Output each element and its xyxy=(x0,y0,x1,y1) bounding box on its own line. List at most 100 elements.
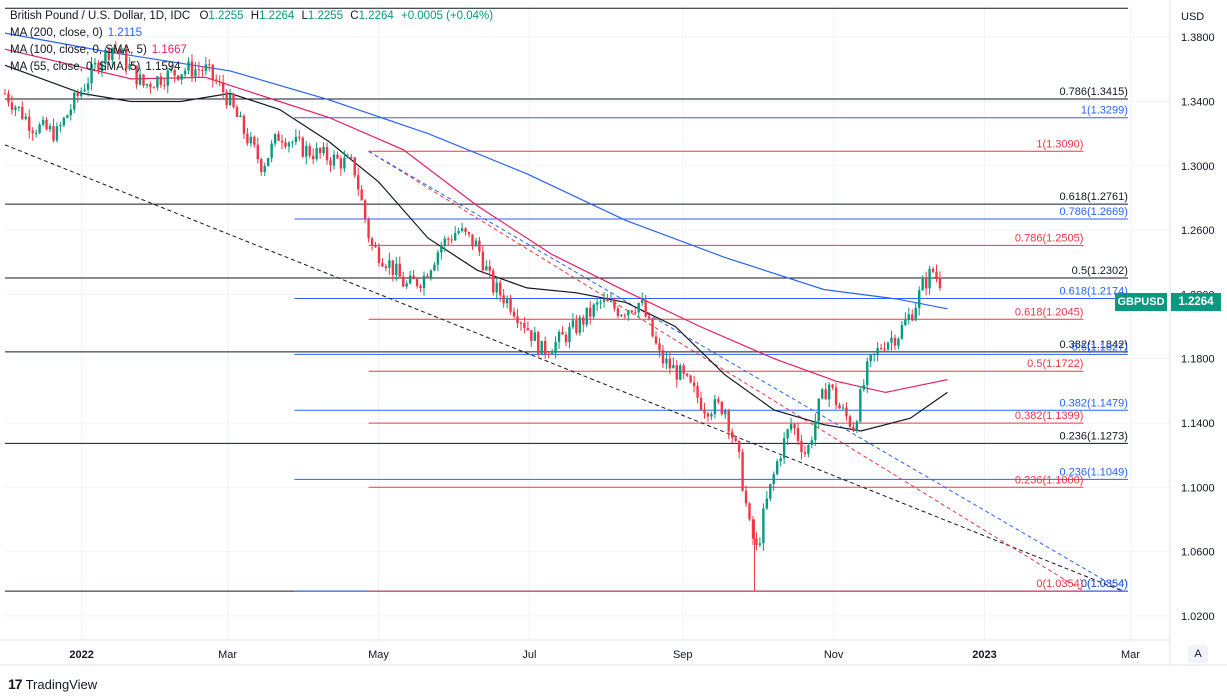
fib-2-label-5: 0.236(1.1000) xyxy=(1015,474,1084,486)
candle-body xyxy=(415,279,419,286)
candle-body xyxy=(370,238,374,246)
fib-0-label-1: 0.618(1.2761) xyxy=(1059,191,1128,203)
candle-body xyxy=(755,538,758,545)
candle-body xyxy=(699,397,703,410)
indicator-ma55[interactable]: MA (55, close, 0, SMA, 5) 1.1594 xyxy=(10,59,493,76)
candle-body xyxy=(613,300,616,309)
candle-body xyxy=(696,386,699,398)
candle-body xyxy=(422,275,426,288)
candle-body xyxy=(911,314,914,321)
candle-body xyxy=(509,298,512,312)
candle-body xyxy=(235,107,239,117)
candle-body xyxy=(395,263,398,275)
candle-body xyxy=(679,365,682,380)
candle-body xyxy=(938,277,942,289)
candle-body xyxy=(782,438,786,459)
ohlc-row: British Pound / U.S. Dollar, 1D, IDC O1.… xyxy=(10,8,493,25)
candle-body xyxy=(589,307,592,317)
indicator-ma200[interactable]: MA (200, close, 0) 1.2115 xyxy=(10,25,493,42)
candle-body xyxy=(457,230,460,234)
candle-body xyxy=(879,347,883,349)
candle-body xyxy=(852,426,855,431)
candle-body xyxy=(505,298,509,304)
candle-body xyxy=(921,279,924,291)
candle-body xyxy=(526,328,530,331)
candle-body xyxy=(408,275,412,284)
ma100-label: MA (100, close, 0, SMA, 5) xyxy=(10,44,147,56)
x-tick-label: 2022 xyxy=(69,649,93,661)
candle-body xyxy=(492,270,495,293)
candle-body xyxy=(180,74,183,80)
candle-body xyxy=(488,266,491,271)
candle-body xyxy=(256,144,259,160)
candle-body xyxy=(433,264,436,271)
candle-body xyxy=(931,268,935,272)
candle-body xyxy=(357,175,360,190)
candle-body xyxy=(893,337,897,346)
candle-body xyxy=(765,498,769,509)
fib-1-label-4: 0.382(1.1479) xyxy=(1059,397,1128,409)
indicator-ma100[interactable]: MA (100, close, 0, SMA, 5) 1.1667 xyxy=(10,42,493,59)
fib-2-label-0: 1(1.3090) xyxy=(1036,138,1083,150)
fib-1-label-0: 1(1.3299) xyxy=(1081,105,1128,117)
candle-body xyxy=(796,428,800,441)
candle-body xyxy=(128,64,131,70)
candle-body xyxy=(502,295,505,304)
candle-body xyxy=(221,81,225,93)
candle-body xyxy=(661,350,665,364)
y-tick-label: 1.0600 xyxy=(1181,547,1215,559)
candle-body xyxy=(533,332,537,341)
candle-body xyxy=(519,323,523,325)
candle-body xyxy=(737,440,741,453)
candles xyxy=(3,40,942,592)
open-value: 1.2255 xyxy=(208,10,244,22)
candle-body xyxy=(672,365,675,369)
candle-body xyxy=(41,119,45,125)
candle-body xyxy=(924,279,928,289)
candle-body xyxy=(658,343,661,351)
fib-0-label-3: 0.382(1.1842) xyxy=(1059,339,1128,351)
candle-body xyxy=(682,365,685,374)
y-tick-label: 1.0200 xyxy=(1181,611,1215,623)
candle-body xyxy=(97,62,100,72)
candle-body xyxy=(52,126,55,141)
candle-body xyxy=(616,308,620,317)
candle-body xyxy=(810,440,814,446)
candle-body xyxy=(270,143,273,159)
candle-body xyxy=(872,353,876,355)
candle-body xyxy=(620,315,623,317)
candle-body xyxy=(692,382,696,387)
candle-body xyxy=(609,300,613,302)
candle-body xyxy=(391,260,395,275)
close-value: 1.2264 xyxy=(358,10,394,22)
brand-name: TradingView xyxy=(25,676,98,692)
candle-body xyxy=(838,404,841,409)
candle-body xyxy=(706,413,710,417)
candle-body xyxy=(291,142,294,144)
candle-body xyxy=(253,136,256,145)
candle-body xyxy=(685,373,689,376)
candle-body xyxy=(301,137,305,157)
candle-body xyxy=(516,316,519,324)
last-price-tag: 1.2264 xyxy=(1171,293,1221,311)
auto-scale-button[interactable]: A xyxy=(1188,645,1208,663)
candle-body xyxy=(218,81,221,83)
candle-body xyxy=(599,301,602,303)
candle-body xyxy=(436,252,440,265)
candle-body xyxy=(845,407,848,417)
candle-body xyxy=(886,342,890,350)
change-value: +0.0005 (+0.04%) xyxy=(400,10,494,22)
candle-body xyxy=(308,146,311,156)
candle-body xyxy=(713,399,717,415)
candle-body xyxy=(48,126,52,130)
tradingview-logo[interactable]: 17 TradingView xyxy=(8,676,97,692)
candle-body xyxy=(111,47,114,61)
candle-body xyxy=(741,452,744,491)
candle-body xyxy=(377,247,381,264)
x-tick-label: 2023 xyxy=(972,649,996,661)
candle-body xyxy=(602,298,606,302)
symbol-tag: GBPUSD xyxy=(1115,293,1167,311)
fib-1-label-5: 0.236(1.1049) xyxy=(1059,466,1128,478)
symbol-title: British Pound / U.S. Dollar, 1D, IDC xyxy=(10,10,191,22)
